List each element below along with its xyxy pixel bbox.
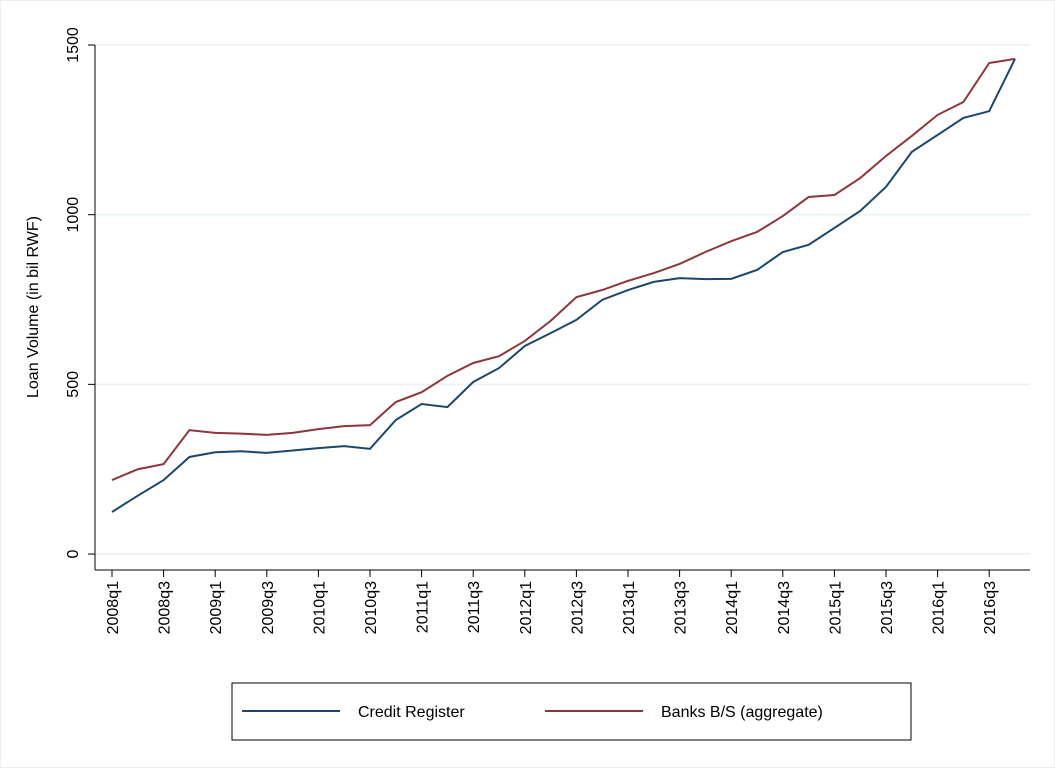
x-tick-label: 2010q1 xyxy=(311,581,328,634)
series-line xyxy=(111,58,1016,513)
x-tick-label: 2011q1 xyxy=(415,581,432,633)
x-tick-label: 2008q3 xyxy=(157,581,174,634)
x-tick-label: 2012q3 xyxy=(569,581,586,634)
x-tick-label: 2013q1 xyxy=(621,581,638,634)
x-tick-label: 2014q3 xyxy=(776,581,793,634)
x-tick-label: 2015q3 xyxy=(879,581,896,634)
x-tick-label: 2009q1 xyxy=(208,581,225,634)
x-tick-label: 2008q1 xyxy=(105,581,122,634)
legend-label: Banks B/S (aggregate) xyxy=(661,704,823,721)
legend-label: Credit Register xyxy=(358,704,465,721)
x-tick-label: 2016q3 xyxy=(982,581,999,634)
x-tick-label: 2010q3 xyxy=(363,581,380,634)
x-tick-label: 2016q1 xyxy=(931,581,948,634)
x-tick-label: 2011q3 xyxy=(466,581,483,633)
x-tick-label: 2009q3 xyxy=(260,581,277,634)
y-axis-title: Loan Volume (in bil RWF) xyxy=(25,216,42,398)
y-tick-label: 500 xyxy=(65,371,82,398)
x-tick-label: 2013q3 xyxy=(673,581,690,634)
y-tick-label: 1000 xyxy=(65,197,82,233)
x-tick-label: 2012q1 xyxy=(518,581,535,634)
series-line xyxy=(111,57,1016,481)
x-tick-label: 2014q1 xyxy=(724,581,741,634)
y-tick-label: 0 xyxy=(65,550,82,559)
x-tick-label: 2015q1 xyxy=(827,581,844,634)
y-tick-label: 1500 xyxy=(65,27,82,63)
